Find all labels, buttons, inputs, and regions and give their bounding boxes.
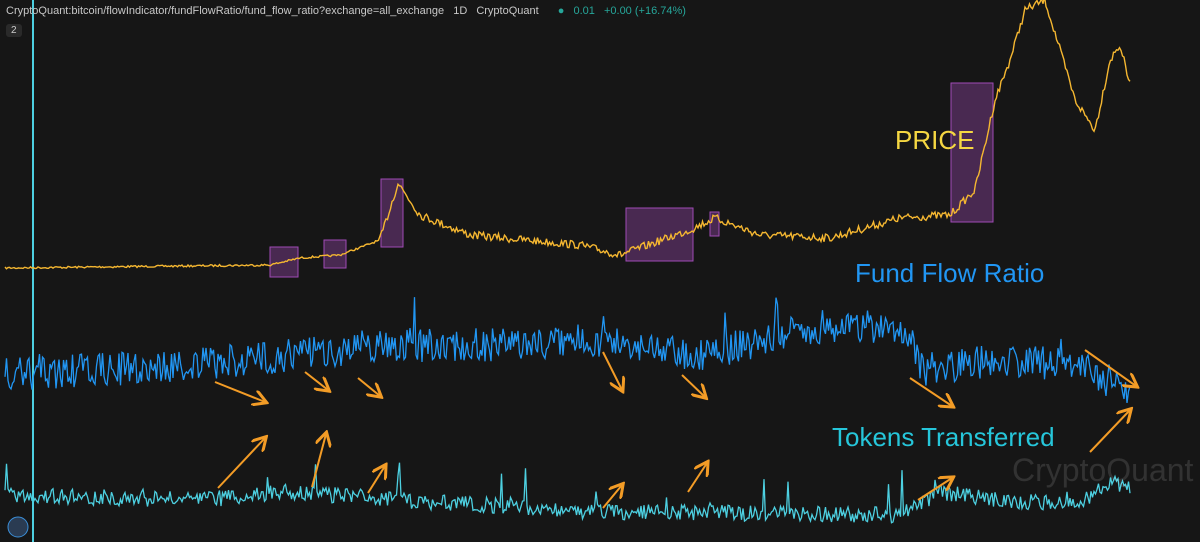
symbol: CryptoQuant:bitcoin/flowIndicator/fundFl…: [6, 5, 445, 17]
fund-flow-ratio-label: Fund Flow Ratio: [855, 258, 1045, 288]
tokens-transferred-line: [4, 462, 1131, 524]
price-label: PRICE: [895, 125, 975, 155]
status-dot: ●: [557, 5, 565, 17]
highlight-boxes: [269, 82, 994, 278]
change-value: +0.00 (+16.74%): [603, 5, 686, 17]
price-line: [4, 0, 1131, 270]
annotation-arrows: [214, 349, 1136, 509]
tokens-transferred-label: Tokens Transferred: [832, 422, 1055, 452]
source: CryptoQuant: [476, 5, 539, 17]
last-value: 0.01: [573, 5, 595, 17]
watermark: CryptoQuant: [1012, 452, 1194, 488]
fund-flow-ratio-line: [4, 297, 1131, 403]
logo-icon: [7, 516, 29, 538]
panel-badge[interactable]: 2: [6, 24, 22, 37]
header: CryptoQuant:bitcoin/flowIndicator/fundFl…: [6, 5, 692, 17]
interval: 1D: [453, 5, 468, 17]
